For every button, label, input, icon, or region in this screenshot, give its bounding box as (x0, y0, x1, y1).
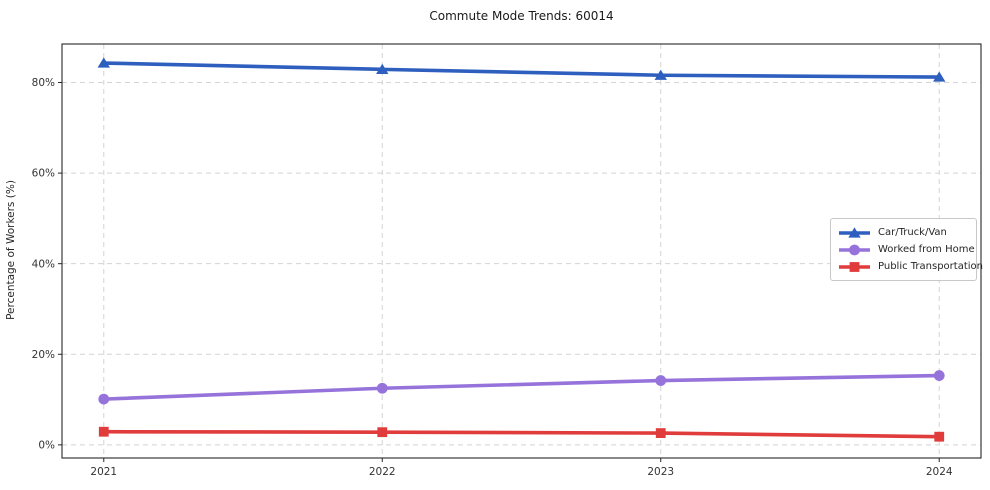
x-tick-label: 2022 (369, 466, 396, 478)
triangle-marker-icon (933, 71, 946, 82)
square-marker-icon (98, 426, 109, 437)
triangle-marker-icon (848, 226, 861, 238)
square-marker-icon (934, 431, 945, 442)
legend-item-public-transportation: Public Transportation (838, 258, 983, 275)
line-triangle-swatch-icon (839, 226, 870, 238)
series-line (101, 61, 942, 79)
triangle-marker-icon (654, 69, 667, 80)
chart-title: Commute Mode Trends: 60014 (429, 9, 614, 23)
legend-label: Worked from Home (878, 244, 975, 255)
series-public-transportation (98, 426, 945, 442)
circle-marker-icon (849, 244, 860, 255)
gridlines (62, 44, 981, 458)
y-tick-label: 80% (32, 77, 55, 89)
x-tick-label: 2021 (90, 466, 117, 478)
y-tick-label: 40% (32, 258, 55, 270)
circle-marker-icon (376, 382, 388, 394)
legend-item-car-truck-van: Car/Truck/Van (838, 224, 968, 241)
axes-box (61, 43, 982, 459)
triangle-marker-icon (97, 57, 110, 68)
square-marker-icon (655, 428, 666, 438)
x-tick-label: 2024 (926, 466, 953, 478)
x-tick-label: 2023 (647, 466, 674, 478)
legend-label: Car/Truck/Van (878, 227, 947, 238)
triangle-marker-icon (376, 63, 389, 74)
y-tick-label: 0% (38, 439, 55, 451)
tick-labels: 0% 20% 40% 60% 80% 2021 2022 2023 2024 (32, 77, 953, 478)
series-line (101, 373, 942, 401)
circle-marker-icon (98, 393, 110, 405)
circle-marker-icon (655, 375, 667, 386)
series-car-truck-van (97, 57, 946, 82)
legend: Car/Truck/Van Worked from Home Public Tr… (830, 218, 983, 281)
y-tick-label: 60% (32, 168, 55, 180)
y-tick-label: 20% (32, 349, 55, 361)
circle-marker-icon (933, 370, 945, 381)
line-circle-swatch-icon (839, 244, 870, 255)
legend-item-worked-from-home: Worked from Home (838, 241, 975, 258)
series-worked-from-home (98, 370, 945, 405)
legend-label: Public Transportation (878, 261, 983, 272)
series-line (101, 429, 942, 439)
tick-marks (58, 82, 940, 462)
square-marker-icon (377, 427, 388, 438)
square-marker-icon (849, 261, 860, 272)
line-square-swatch-icon (839, 261, 870, 272)
